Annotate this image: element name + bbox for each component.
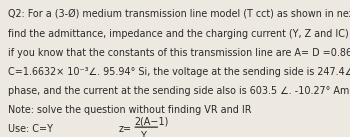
- Text: 2(A−1): 2(A−1): [135, 116, 169, 126]
- Text: if you know that the constants of this transmission line are A= D =0.861∠.1°  an: if you know that the constants of this t…: [8, 48, 350, 58]
- Text: Q2: For a (3-Ø) medium transmission line model (T cct) as shown in next figure,: Q2: For a (3-Ø) medium transmission line…: [8, 9, 350, 19]
- Text: z=: z=: [119, 124, 132, 133]
- Text: Use: C=Y: Use: C=Y: [8, 124, 53, 133]
- Text: phase, and the current at the sending side also is 603.5 ∠. -10.27° Ampere.: phase, and the current at the sending si…: [8, 86, 350, 96]
- Text: Note: solve the question without finding VR and IR: Note: solve the question without finding…: [8, 105, 251, 115]
- Text: C=1.6632× 10⁻³∠. 95.94° Si, the voltage at the sending side is 247.4∠. 23.3 KV p: C=1.6632× 10⁻³∠. 95.94° Si, the voltage …: [8, 67, 350, 77]
- Text: Y: Y: [141, 131, 147, 137]
- Text: find the admittance, impedance and the charging current (Y, Z and IC) respective: find the admittance, impedance and the c…: [8, 29, 350, 38]
